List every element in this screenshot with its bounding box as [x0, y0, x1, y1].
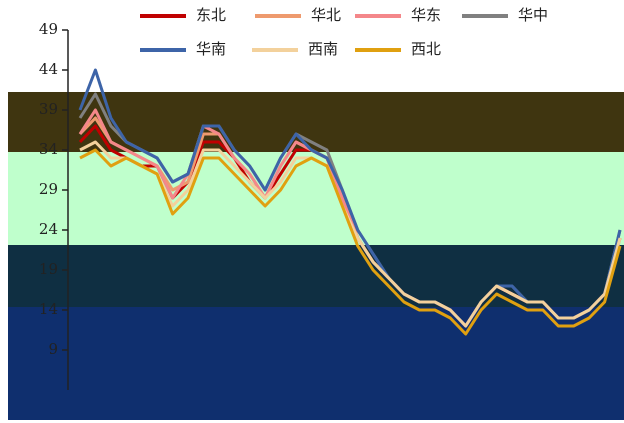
legend-label: 华东	[411, 6, 441, 24]
legend-label: 华北	[311, 6, 341, 24]
y-tick-label: 44	[39, 60, 58, 78]
y-tick-label: 39	[39, 100, 58, 118]
y-tick-label: 24	[39, 220, 58, 238]
y-tick-label: 29	[39, 180, 58, 198]
band	[8, 152, 624, 245]
y-tick-label: 14	[39, 300, 58, 318]
legend-label: 西南	[308, 40, 338, 58]
band	[8, 245, 624, 307]
legend-label: 西北	[411, 40, 441, 58]
legend-label: 华中	[518, 6, 548, 24]
series-line	[79, 148, 622, 336]
legend-label: 东北	[196, 6, 226, 24]
y-tick-label: 19	[39, 260, 58, 278]
y-tick-label: 9	[48, 340, 58, 358]
legend-label: 华南	[196, 40, 226, 58]
band	[8, 307, 624, 420]
y-tick-label: 34	[39, 140, 58, 158]
y-tick-label: 49	[39, 20, 58, 38]
